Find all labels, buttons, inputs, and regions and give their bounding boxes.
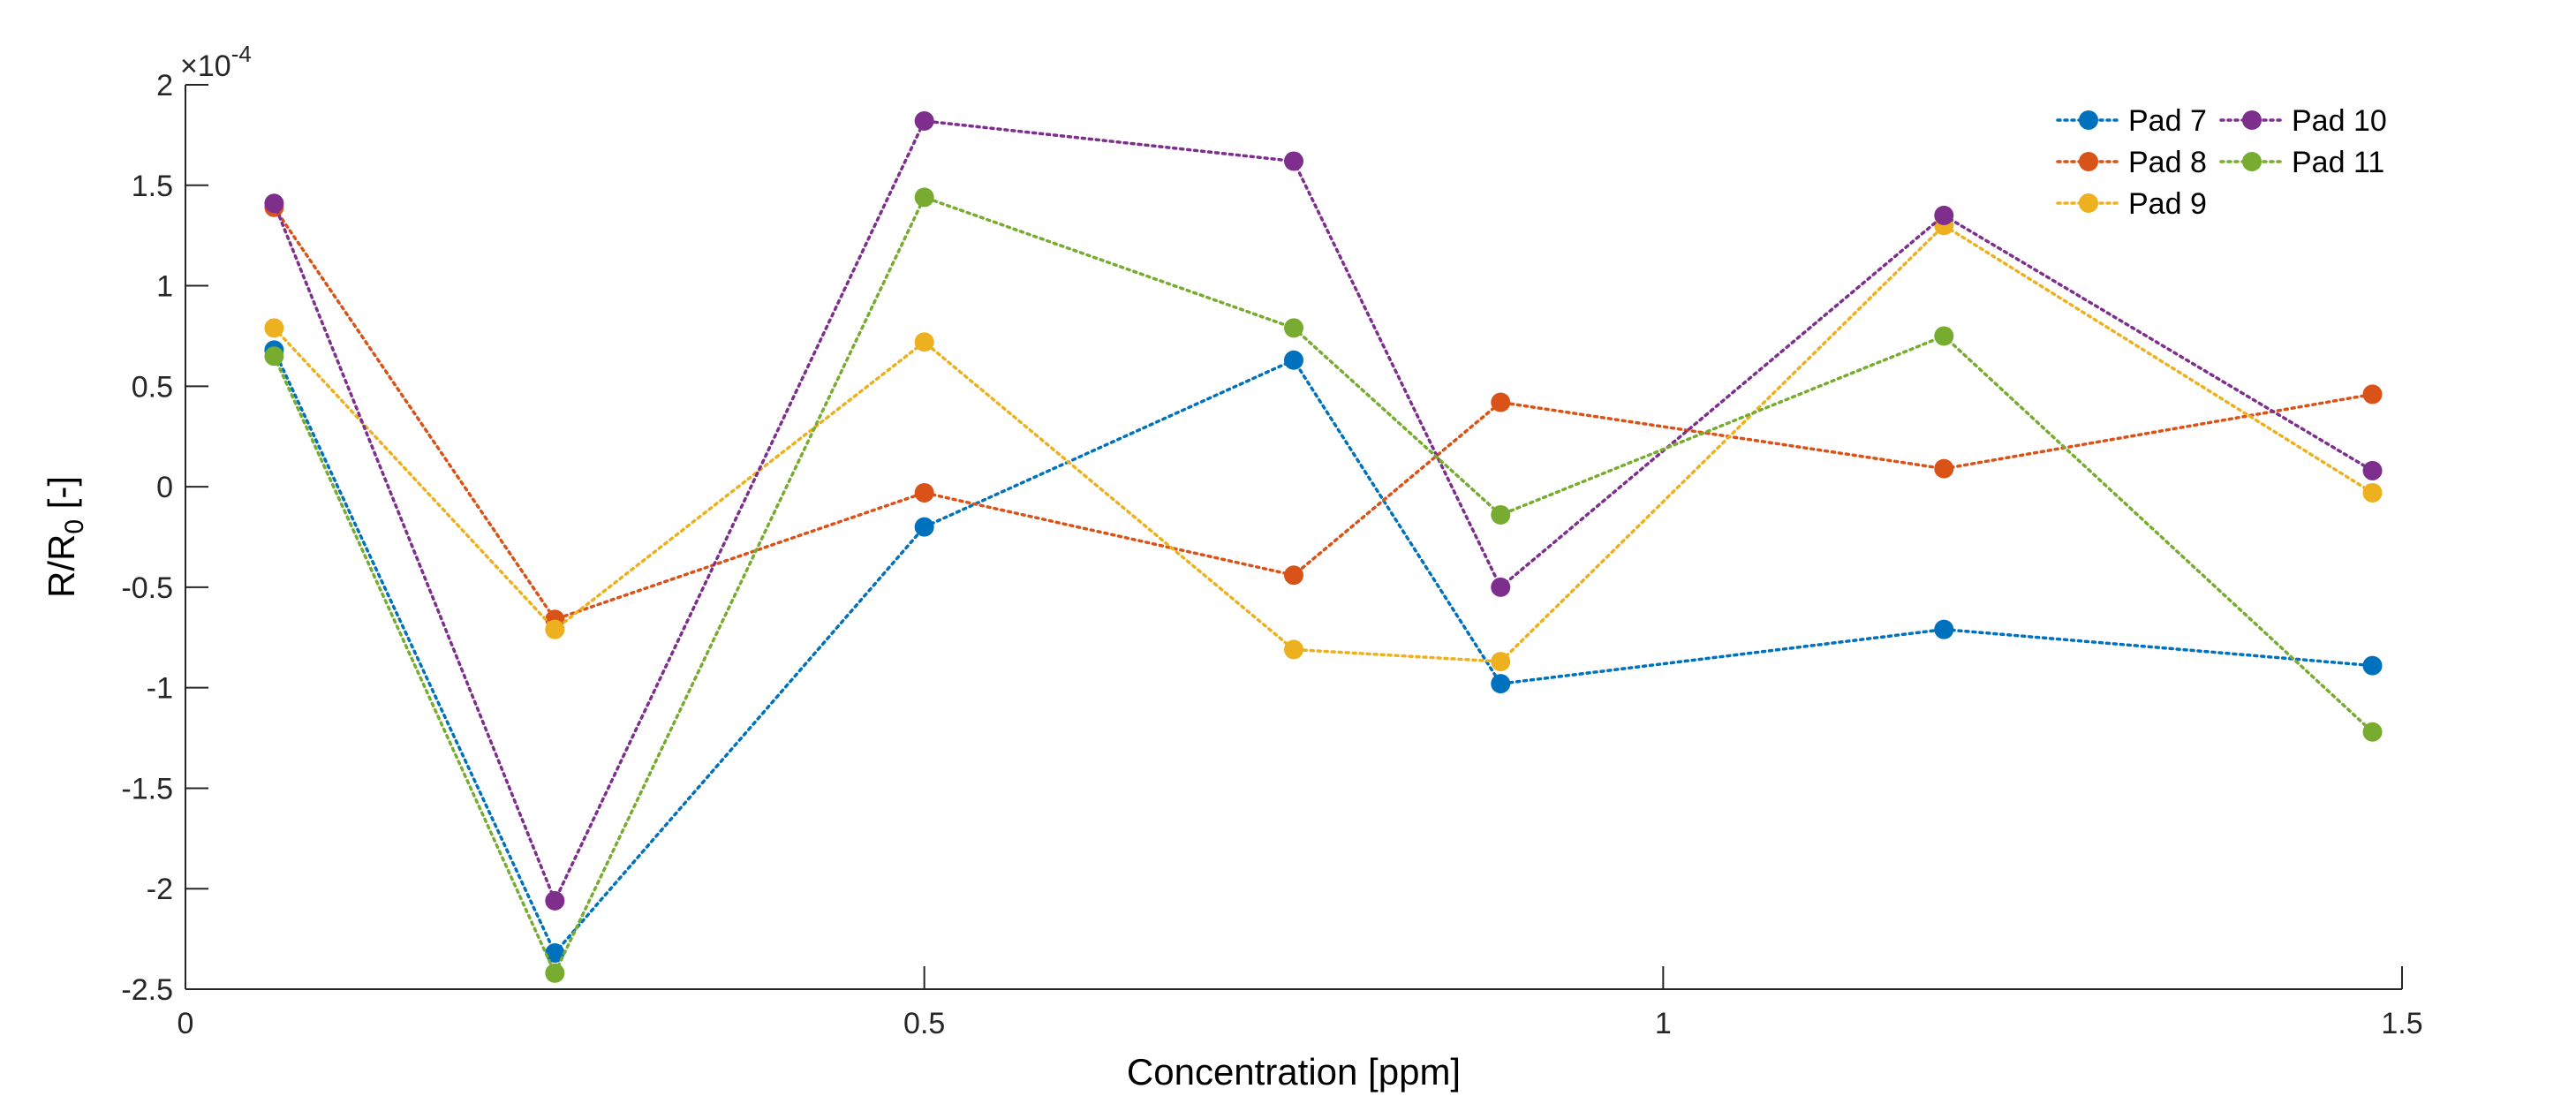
legend-item: Pad 10	[2219, 104, 2387, 138]
legend-label: Pad 9	[2128, 187, 2207, 221]
data-point	[1491, 577, 1511, 597]
series-line	[272, 206, 2375, 622]
legend-label: Pad 11	[2292, 146, 2384, 179]
data-point	[1491, 652, 1511, 672]
y-axis-title-subscript: 0	[60, 519, 89, 534]
y-tick-label: -1	[147, 672, 173, 706]
legend-swatch-marker	[2079, 110, 2098, 130]
data-point	[1284, 565, 1303, 586]
data-point	[914, 110, 934, 131]
data-point	[1284, 639, 1303, 660]
data-point	[2362, 722, 2383, 742]
y-tick-label: -1.5	[121, 772, 173, 805]
data-point	[1491, 674, 1511, 694]
y-tick-label: -0.5	[121, 571, 173, 605]
series-line	[272, 223, 2375, 663]
data-point	[545, 943, 565, 964]
data-point	[264, 318, 284, 338]
y-tick-label: 1	[156, 270, 173, 304]
series-pad-9	[264, 216, 2383, 672]
y-axis-exponent-base: ×10	[180, 49, 231, 83]
series-line	[272, 119, 2375, 905]
data-point	[2362, 655, 2383, 676]
data-point	[1491, 504, 1511, 525]
data-point	[914, 517, 934, 537]
chart-axes	[185, 85, 2402, 990]
x-axis-title: Concentration [ppm]	[1127, 1051, 1461, 1093]
legend-swatch-marker	[2079, 193, 2098, 213]
data-point	[914, 482, 934, 503]
series-layer	[264, 110, 2383, 983]
x-tick-label: 0.5	[903, 1007, 945, 1040]
data-point	[1491, 392, 1511, 412]
data-point	[545, 890, 565, 911]
y-axis-exponent-power: -4	[231, 41, 252, 67]
legend-item: Pad 9	[2056, 187, 2207, 221]
y-tick-label: -2.5	[121, 973, 173, 1007]
series-pad-10	[264, 110, 2383, 911]
series-pad-8	[264, 197, 2383, 630]
data-point	[264, 346, 284, 367]
data-point	[2362, 460, 2383, 480]
data-point	[914, 332, 934, 352]
data-point	[2362, 384, 2383, 405]
data-point	[914, 187, 934, 208]
legend-label: Pad 10	[2292, 104, 2387, 138]
data-point	[1934, 458, 1954, 479]
x-tick-label: 1	[1655, 1007, 1672, 1040]
legend-item: Pad 11	[2219, 146, 2384, 179]
legend-swatch-marker	[2242, 152, 2262, 171]
y-tick-label: 1.5	[132, 170, 173, 203]
data-point	[545, 963, 565, 983]
legend: Pad 7 Pad 8 Pad 9 Pad 10 Pad 11	[2056, 104, 2387, 221]
x-tick-label: 1.5	[2381, 1007, 2422, 1040]
legend-item: Pad 7	[2056, 104, 2207, 138]
series-line	[272, 195, 2375, 977]
y-tick-label: 2	[156, 69, 173, 102]
y-axis-title-suffix: [-]	[41, 476, 82, 519]
legend-item: Pad 8	[2056, 146, 2207, 179]
data-point	[2362, 482, 2383, 503]
legend-swatch-marker	[2079, 152, 2098, 171]
data-point	[1934, 619, 1954, 639]
y-tick-label: 0	[156, 471, 173, 504]
axis-ticks: 0 0.5 1 1.5 -2.5 -2 -1.5 -1 -0.5 0 0.5 1 1.5 2	[121, 69, 2422, 1040]
x-tick-label: 0	[178, 1007, 194, 1040]
legend-label: Pad 8	[2128, 146, 2207, 179]
y-tick-label: -2	[147, 873, 173, 906]
data-point	[1934, 326, 1954, 346]
y-axis-title: R/R0 [-]	[41, 476, 89, 598]
data-point	[1934, 205, 1954, 225]
legend-label: Pad 7	[2128, 104, 2207, 138]
data-point	[545, 619, 565, 639]
y-axis-title-main: R/R	[41, 534, 82, 598]
data-point	[264, 193, 284, 214]
y-tick-label: 0.5	[132, 370, 173, 404]
data-point	[1284, 318, 1303, 338]
data-point	[1284, 350, 1303, 370]
y-axis-exponent: ×10-4	[180, 41, 252, 83]
series-pad-7	[264, 340, 2383, 964]
data-point	[1284, 151, 1303, 171]
legend-swatch-marker	[2242, 110, 2262, 130]
series-pad-11	[264, 187, 2383, 983]
